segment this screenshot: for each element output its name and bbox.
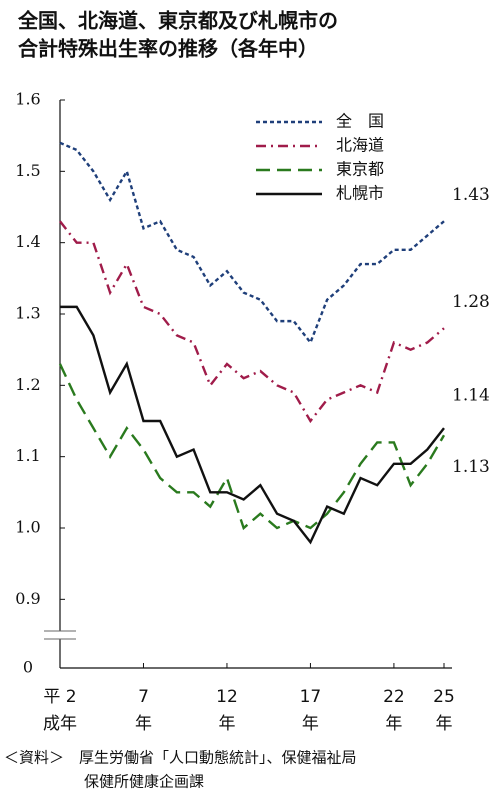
x-tick-sublabel: 成年 [43,714,77,734]
legend-label: 北海道 [336,136,384,155]
axis-break [46,631,74,639]
x-tick-sublabel: 年 [218,714,235,734]
end-label: 1.43 [452,185,490,205]
y-tick-label: 1.6 [15,90,40,109]
y-tick-label: 0 [23,658,33,677]
x-tick-label: 7 [138,687,149,707]
x-tick-label: 25 [433,687,455,707]
legend-label: 東京都 [336,160,384,179]
y-tick-label: 1.2 [15,375,40,394]
y-tick-label: 1.0 [15,518,40,537]
x-tick-label: 12 [216,687,238,707]
x-tick-sublabel: 年 [436,714,453,734]
x-tick-label: 17 [300,687,322,707]
end-label: 1.13 [452,457,490,477]
y-tick-label: 1.4 [15,232,40,251]
end-label: 1.14 [452,386,490,406]
y-tick-label: 0.9 [15,589,40,608]
chart-title: 合計特殊出生率の推移（各年中） [18,37,318,61]
y-tick-label: 1.5 [15,161,40,180]
y-tick-label: 1.1 [15,446,40,465]
source-note: ＜資料＞ 厚生労働省「人口動態統計」、保健福祉局 [4,749,357,767]
end-label: 1.28 [452,292,490,312]
series-line [60,305,445,545]
x-tick-label: 平 2 [43,687,76,707]
legend-label: 全 国 [336,112,384,131]
series-line [59,141,445,345]
source-note: 保健所健康企画課 [84,773,204,791]
series-line [59,220,445,424]
chart-title: 全国、北海道、東京都及び札幌市の [17,9,338,33]
x-tick-sublabel: 年 [385,714,402,734]
y-tick-label: 1.3 [15,304,40,323]
legend-label: 札幌市 [336,184,384,203]
x-tick-label: 22 [383,687,405,707]
x-tick-sublabel: 年 [302,714,319,734]
x-tick-sublabel: 年 [135,714,152,734]
series-line [58,363,446,531]
